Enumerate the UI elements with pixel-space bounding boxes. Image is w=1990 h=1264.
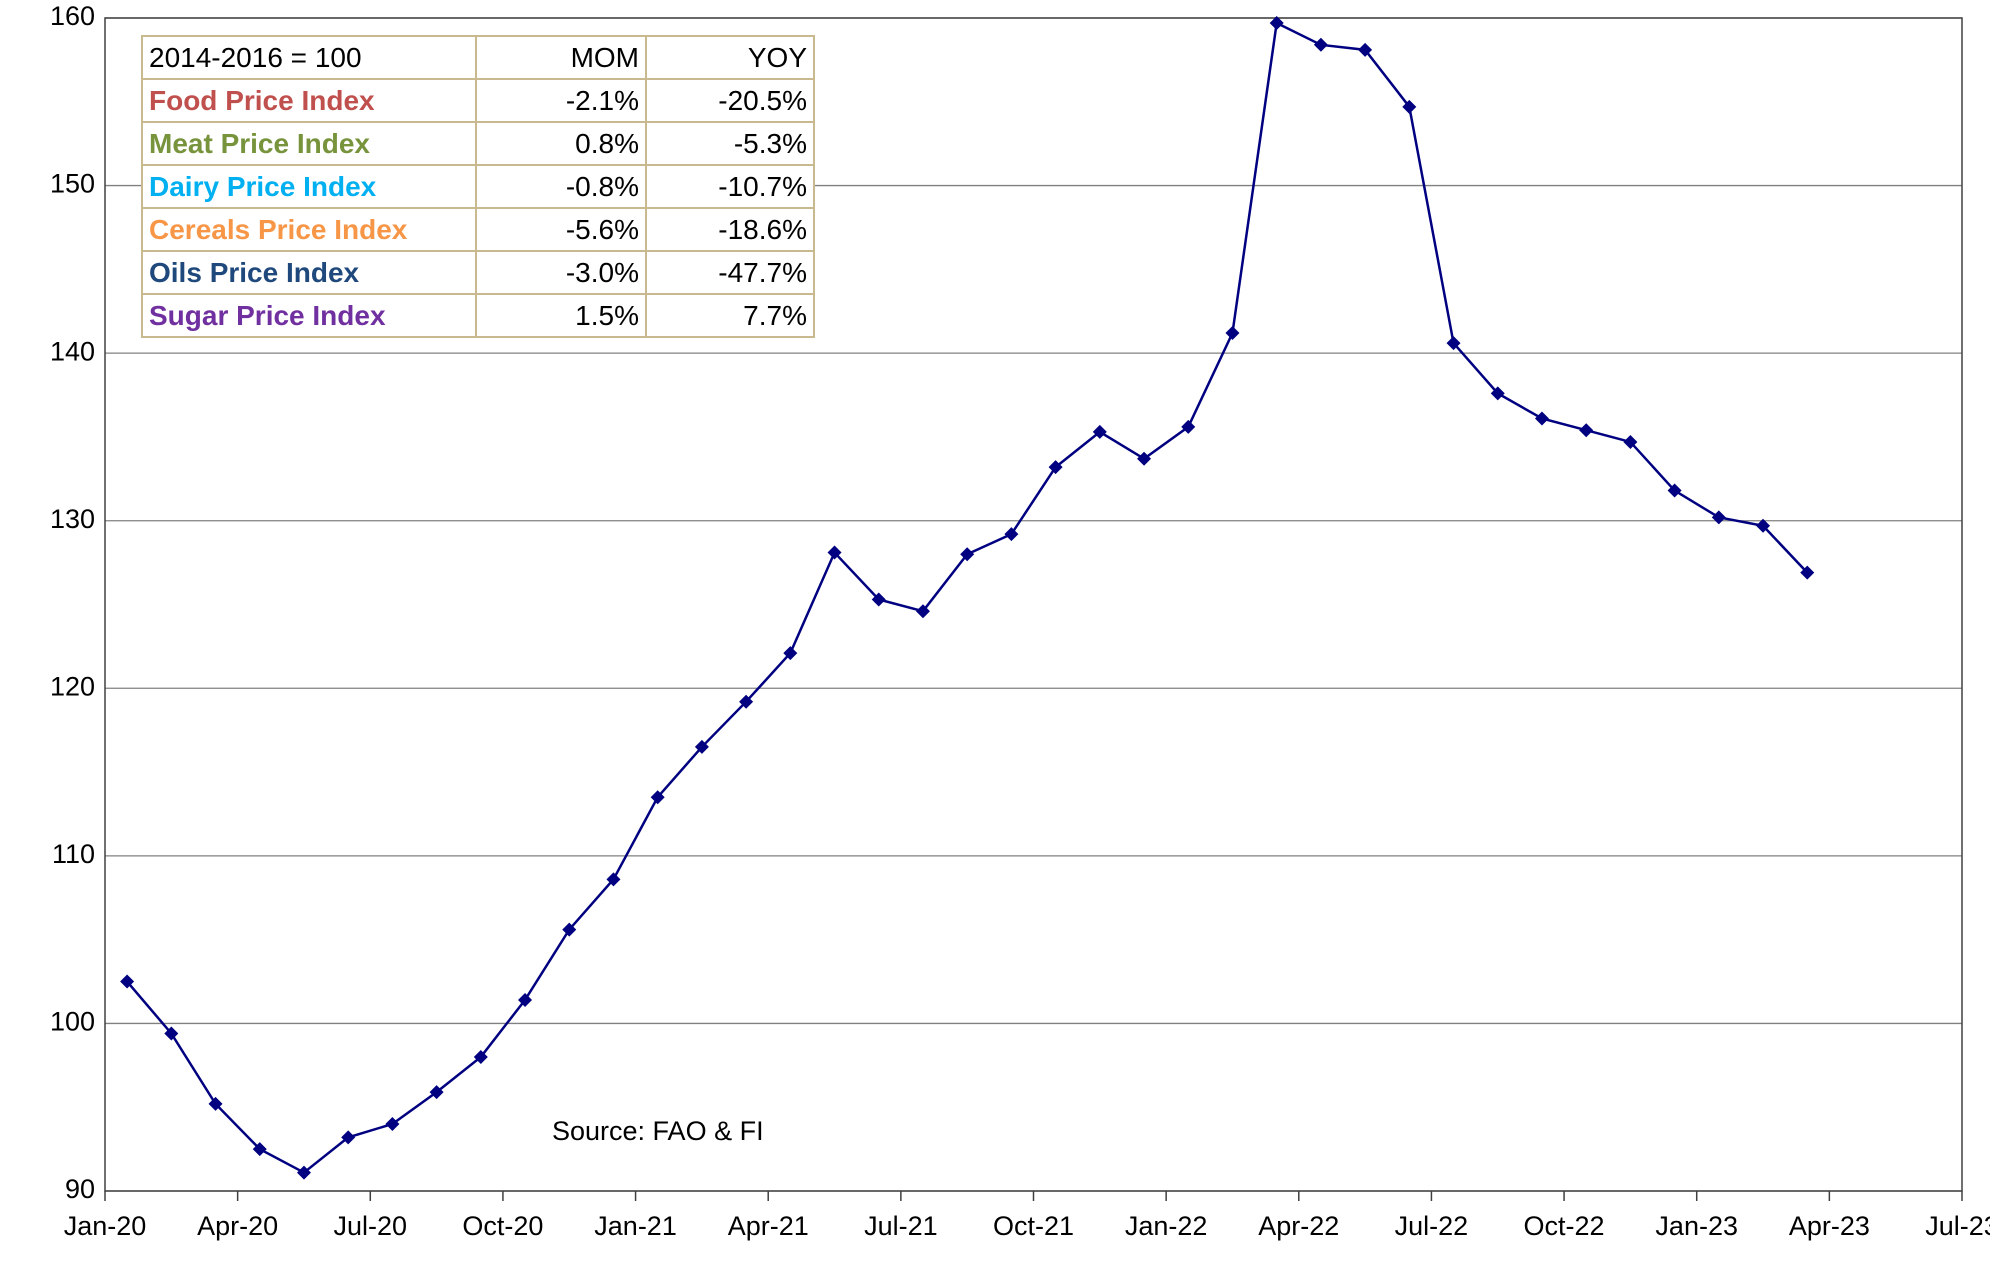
table-row: Dairy Price Index -0.8% -10.7% bbox=[141, 164, 815, 209]
point-marker bbox=[827, 545, 842, 560]
x-tick-label: Jul-23 bbox=[1925, 1211, 1990, 1241]
x-tick-label: Apr-20 bbox=[197, 1211, 278, 1241]
table-cell: -20.5% bbox=[645, 78, 815, 123]
point-marker bbox=[1623, 434, 1638, 449]
point-marker bbox=[1358, 42, 1373, 57]
point-marker bbox=[1225, 326, 1240, 341]
point-marker bbox=[739, 694, 754, 709]
table-cell: Food Price Index bbox=[141, 78, 477, 123]
table-cell: Sugar Price Index bbox=[141, 293, 477, 338]
table-cell: 0.8% bbox=[475, 121, 647, 166]
table-cell: -0.8% bbox=[475, 164, 647, 209]
point-marker bbox=[1313, 37, 1328, 52]
x-tick-label: Jan-22 bbox=[1125, 1211, 1208, 1241]
point-marker bbox=[1711, 510, 1726, 525]
table-cell: -10.7% bbox=[645, 164, 815, 209]
point-marker bbox=[1446, 336, 1461, 351]
point-marker bbox=[915, 604, 930, 619]
point-marker bbox=[1534, 411, 1549, 426]
summary-table: 2014-2016 = 100 MOM YOY Food Price Index -2.… bbox=[141, 35, 815, 338]
point-marker bbox=[606, 872, 621, 887]
point-marker bbox=[1092, 424, 1107, 439]
point-marker bbox=[1004, 527, 1019, 542]
y-tick-label: 120 bbox=[50, 671, 95, 701]
table-row: Sugar Price Index 1.5% 7.7% bbox=[141, 293, 815, 338]
y-tick-label: 130 bbox=[50, 504, 95, 534]
table-cell: -18.6% bbox=[645, 207, 815, 252]
x-tick-label: Apr-22 bbox=[1258, 1211, 1339, 1241]
x-tick-label: Oct-22 bbox=[1524, 1211, 1605, 1241]
x-tick-label: Jan-21 bbox=[594, 1211, 677, 1241]
table-row: Meat Price Index 0.8% -5.3% bbox=[141, 121, 815, 166]
point-marker bbox=[1800, 565, 1815, 580]
table-cell: Dairy Price Index bbox=[141, 164, 477, 209]
table-cell: 2014-2016 = 100 bbox=[141, 35, 477, 80]
table-row: Food Price Index -2.1% -20.5% bbox=[141, 78, 815, 123]
point-marker bbox=[518, 992, 533, 1007]
point-marker bbox=[341, 1130, 356, 1145]
point-marker bbox=[650, 790, 665, 805]
table-cell: -47.7% bbox=[645, 250, 815, 295]
x-tick-label: Oct-21 bbox=[993, 1211, 1074, 1241]
table-cell: 1.5% bbox=[475, 293, 647, 338]
x-tick-label: Jul-22 bbox=[1395, 1211, 1469, 1241]
point-marker bbox=[1048, 460, 1063, 475]
table-cell: -5.3% bbox=[645, 121, 815, 166]
point-marker bbox=[1402, 99, 1417, 114]
point-marker bbox=[960, 547, 975, 562]
y-tick-label: 110 bbox=[52, 839, 95, 869]
point-marker bbox=[1667, 483, 1682, 498]
table-cell: YOY bbox=[645, 35, 815, 80]
point-marker bbox=[871, 592, 886, 607]
x-tick-label: Jan-23 bbox=[1655, 1211, 1738, 1241]
table-row: Oils Price Index -3.0% -47.7% bbox=[141, 250, 815, 295]
point-marker bbox=[694, 739, 709, 754]
y-tick-label: 140 bbox=[50, 336, 95, 366]
table-cell: -3.0% bbox=[475, 250, 647, 295]
point-marker bbox=[296, 1165, 311, 1180]
y-tick-label: 90 bbox=[65, 1174, 95, 1204]
table-cell: 7.7% bbox=[645, 293, 815, 338]
table-cell: MOM bbox=[475, 35, 647, 80]
point-marker bbox=[1181, 419, 1196, 434]
point-marker bbox=[429, 1085, 444, 1100]
table-cell: Cereals Price Index bbox=[141, 207, 477, 252]
x-tick-label: Jan-20 bbox=[64, 1211, 147, 1241]
table-cell: Oils Price Index bbox=[141, 250, 477, 295]
x-tick-label: Jul-21 bbox=[864, 1211, 938, 1241]
x-tick-label: Apr-23 bbox=[1789, 1211, 1870, 1241]
point-marker bbox=[1269, 16, 1284, 31]
table-cell: -2.1% bbox=[475, 78, 647, 123]
x-tick-label: Jul-20 bbox=[334, 1211, 408, 1241]
point-marker bbox=[1490, 386, 1505, 401]
point-marker bbox=[120, 974, 135, 989]
x-tick-label: Apr-21 bbox=[728, 1211, 809, 1241]
point-marker bbox=[1137, 451, 1152, 466]
x-tick-label: Oct-20 bbox=[462, 1211, 543, 1241]
y-tick-label: 150 bbox=[50, 169, 95, 199]
point-marker bbox=[208, 1096, 223, 1111]
y-tick-label: 100 bbox=[50, 1007, 95, 1037]
table-row: Cereals Price Index -5.6% -18.6% bbox=[141, 207, 815, 252]
table-cell: Meat Price Index bbox=[141, 121, 477, 166]
y-tick-label: 160 bbox=[50, 1, 95, 31]
point-marker bbox=[562, 922, 577, 937]
table-row: 2014-2016 = 100 MOM YOY bbox=[141, 35, 815, 80]
point-marker bbox=[252, 1142, 267, 1157]
point-marker bbox=[1756, 518, 1771, 533]
point-marker bbox=[385, 1116, 400, 1131]
point-marker bbox=[1579, 423, 1594, 438]
point-marker bbox=[473, 1049, 488, 1064]
point-marker bbox=[164, 1026, 179, 1041]
table-cell: -5.6% bbox=[475, 207, 647, 252]
annotation: Source: FAO & FI bbox=[552, 1116, 764, 1146]
point-marker bbox=[783, 646, 798, 661]
